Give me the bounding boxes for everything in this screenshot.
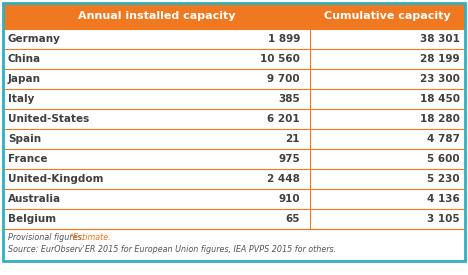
Text: 1 899: 1 899 [268,34,300,44]
Text: Italy: Italy [8,94,34,104]
Text: Germany: Germany [8,34,61,44]
Bar [3,209,465,229]
Text: 18 450: 18 450 [420,94,460,104]
Text: 28 199: 28 199 [420,54,460,64]
Text: 975: 975 [278,154,300,164]
Bar [3,129,465,149]
Bar [3,29,465,49]
Text: 385: 385 [278,94,300,104]
Bar [3,169,465,189]
Bar [3,109,465,129]
Bar [3,229,465,261]
Text: 5 600: 5 600 [427,154,460,164]
Text: 9 700: 9 700 [267,74,300,84]
Text: 38 301: 38 301 [420,34,460,44]
Text: Spain: Spain [8,134,41,144]
Text: United-Kingdom: United-Kingdom [8,174,103,184]
Text: Source: EurObserv'ER 2015 for European Union figures, IEA PVPS 2015 for others.: Source: EurObserv'ER 2015 for European U… [8,246,336,254]
Text: Provisional figures.: Provisional figures. [8,233,87,243]
Text: Annual installed capacity: Annual installed capacity [78,11,235,21]
Text: 3 105: 3 105 [427,214,460,224]
Text: 6 201: 6 201 [267,114,300,124]
Bar [3,3,465,29]
Bar [3,189,465,209]
Text: 65: 65 [285,214,300,224]
Text: *Estimate.: *Estimate. [70,233,112,243]
Text: 21: 21 [285,134,300,144]
Bar [3,89,465,109]
Text: France: France [8,154,47,164]
Text: Australia: Australia [8,194,61,204]
Text: 2 448: 2 448 [267,174,300,184]
Text: United-States: United-States [8,114,89,124]
Bar [3,69,465,89]
Text: 4 136: 4 136 [427,194,460,204]
Bar [3,149,465,169]
Text: 23 300: 23 300 [420,74,460,84]
Text: China: China [8,54,41,64]
Text: 910: 910 [278,194,300,204]
Text: Japan: Japan [8,74,41,84]
Text: 4 787: 4 787 [427,134,460,144]
Text: 5 230: 5 230 [427,174,460,184]
Text: 18 280: 18 280 [420,114,460,124]
Bar [3,49,465,69]
Text: 10 560: 10 560 [260,54,300,64]
Text: Cumulative capacity: Cumulative capacity [324,11,451,21]
Text: Belgium: Belgium [8,214,56,224]
